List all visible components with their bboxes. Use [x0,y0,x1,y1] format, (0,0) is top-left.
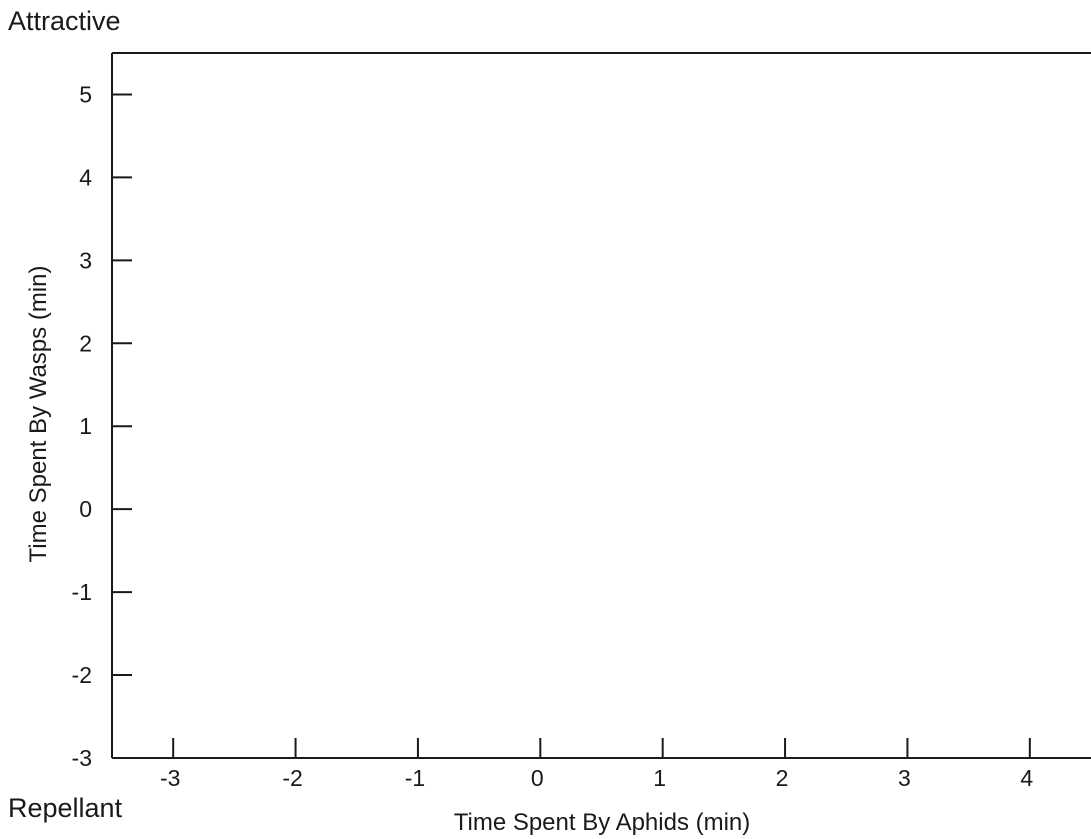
x-tick-label: 3 [898,765,911,791]
y-tick-label: -1 [72,579,92,605]
y-tick-label: -2 [72,662,92,688]
x-axis-ticks: -3 -2 -1 0 1 2 3 4 [160,738,1033,791]
y-tick-label: 1 [79,413,92,439]
x-tick-label: 1 [653,765,666,791]
x-tick-label: 2 [776,765,789,791]
x-axis-title: Time Spent By Aphids (min) [454,809,751,836]
plot-frame [111,52,1091,759]
y-axis-ticks: -3 -2 -1 0 1 2 3 4 5 [72,81,132,771]
y-tick-label: 4 [79,164,92,190]
y-tick-label: 0 [79,496,92,522]
y-axis-title: Time Spent By Wasps (min) [25,266,52,563]
attractive-label: Attractive [8,6,121,36]
y-tick-label: 3 [79,247,92,273]
x-tick-label: -1 [405,765,425,791]
x-tick-label: 4 [1020,765,1033,791]
x-tick-label: 0 [531,765,544,791]
y-tick-label: 2 [79,330,92,356]
repellant-label: Repellant [8,793,123,823]
x-tick-label: -3 [160,765,180,791]
y-tick-label: 5 [79,81,92,107]
x-tick-label: -2 [282,765,302,791]
y-tick-label: -3 [72,745,92,771]
